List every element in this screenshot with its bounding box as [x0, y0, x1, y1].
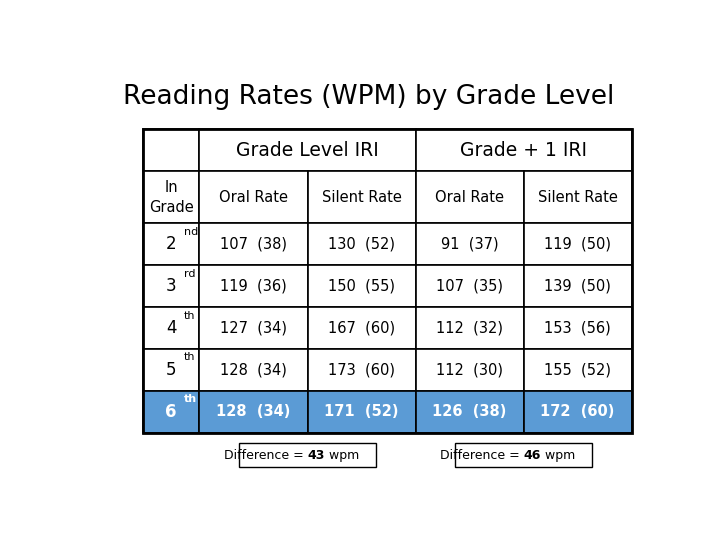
Bar [199, 224, 307, 265]
Text: Oral Rate: Oral Rate [435, 190, 504, 205]
Bar [307, 349, 415, 391]
Text: 126  (38): 126 (38) [433, 404, 507, 420]
Text: 155  (52): 155 (52) [544, 362, 611, 377]
Bar [523, 265, 631, 307]
Bar [199, 349, 307, 391]
Text: rd: rd [184, 269, 195, 279]
Text: Grade + 1 IRI: Grade + 1 IRI [460, 141, 587, 160]
Bar [143, 171, 199, 224]
Text: 43: 43 [307, 449, 325, 462]
Text: 128  (34): 128 (34) [216, 404, 291, 420]
Bar [199, 307, 307, 349]
Text: 4: 4 [166, 319, 176, 337]
Text: 46: 46 [523, 449, 541, 462]
Bar [143, 307, 199, 349]
Text: 119  (50): 119 (50) [544, 237, 611, 252]
Bar [523, 349, 631, 391]
Bar [415, 224, 523, 265]
Text: 173  (60): 173 (60) [328, 362, 395, 377]
Text: 2: 2 [166, 235, 176, 253]
Text: 171  (52): 171 (52) [324, 404, 399, 420]
Text: Difference =: Difference = [440, 449, 523, 462]
Bar [415, 129, 631, 171]
Bar [143, 349, 199, 391]
Bar [307, 391, 415, 433]
Bar [307, 171, 415, 224]
Bar [455, 443, 592, 467]
Bar [307, 307, 415, 349]
Bar [523, 171, 631, 224]
Text: 150  (55): 150 (55) [328, 279, 395, 294]
Text: Oral Rate: Oral Rate [219, 190, 288, 205]
Bar [143, 129, 199, 171]
Bar [523, 307, 631, 349]
Text: Reading Rates (WPM) by Grade Level: Reading Rates (WPM) by Grade Level [123, 84, 615, 110]
Bar [307, 224, 415, 265]
Text: th: th [184, 310, 195, 321]
Bar [143, 265, 199, 307]
Text: wpm: wpm [541, 449, 576, 462]
Text: 5: 5 [166, 361, 176, 379]
Text: 107  (35): 107 (35) [436, 279, 503, 294]
Text: 172  (60): 172 (60) [541, 404, 615, 420]
Text: wpm: wpm [325, 449, 359, 462]
Text: th: th [184, 353, 195, 362]
Text: 3: 3 [166, 277, 176, 295]
Text: 91  (37): 91 (37) [441, 237, 498, 252]
Bar [239, 443, 376, 467]
Bar [523, 391, 631, 433]
Bar [199, 265, 307, 307]
Text: 128  (34): 128 (34) [220, 362, 287, 377]
Text: In
Grade: In Grade [149, 180, 194, 215]
Text: 112  (32): 112 (32) [436, 321, 503, 336]
Text: 139  (50): 139 (50) [544, 279, 611, 294]
Text: 127  (34): 127 (34) [220, 321, 287, 336]
Text: th: th [184, 394, 197, 404]
Bar [143, 391, 199, 433]
Bar [415, 171, 523, 224]
Text: 130  (52): 130 (52) [328, 237, 395, 252]
Bar [199, 391, 307, 433]
Bar [143, 224, 199, 265]
Bar [523, 224, 631, 265]
Text: Difference =: Difference = [224, 449, 307, 462]
Bar [143, 129, 631, 433]
Text: 119  (36): 119 (36) [220, 279, 287, 294]
Bar [199, 129, 415, 171]
Bar [415, 307, 523, 349]
Bar [199, 171, 307, 224]
Text: Silent Rate: Silent Rate [538, 190, 618, 205]
Text: nd: nd [184, 227, 198, 237]
Bar [415, 391, 523, 433]
Text: 167  (60): 167 (60) [328, 321, 395, 336]
Text: 112  (30): 112 (30) [436, 362, 503, 377]
Text: 153  (56): 153 (56) [544, 321, 611, 336]
Bar [307, 265, 415, 307]
Text: 6: 6 [166, 403, 177, 421]
Text: Grade Level IRI: Grade Level IRI [236, 141, 379, 160]
Text: 107  (38): 107 (38) [220, 237, 287, 252]
Bar [415, 265, 523, 307]
Bar [415, 349, 523, 391]
Text: Silent Rate: Silent Rate [322, 190, 402, 205]
